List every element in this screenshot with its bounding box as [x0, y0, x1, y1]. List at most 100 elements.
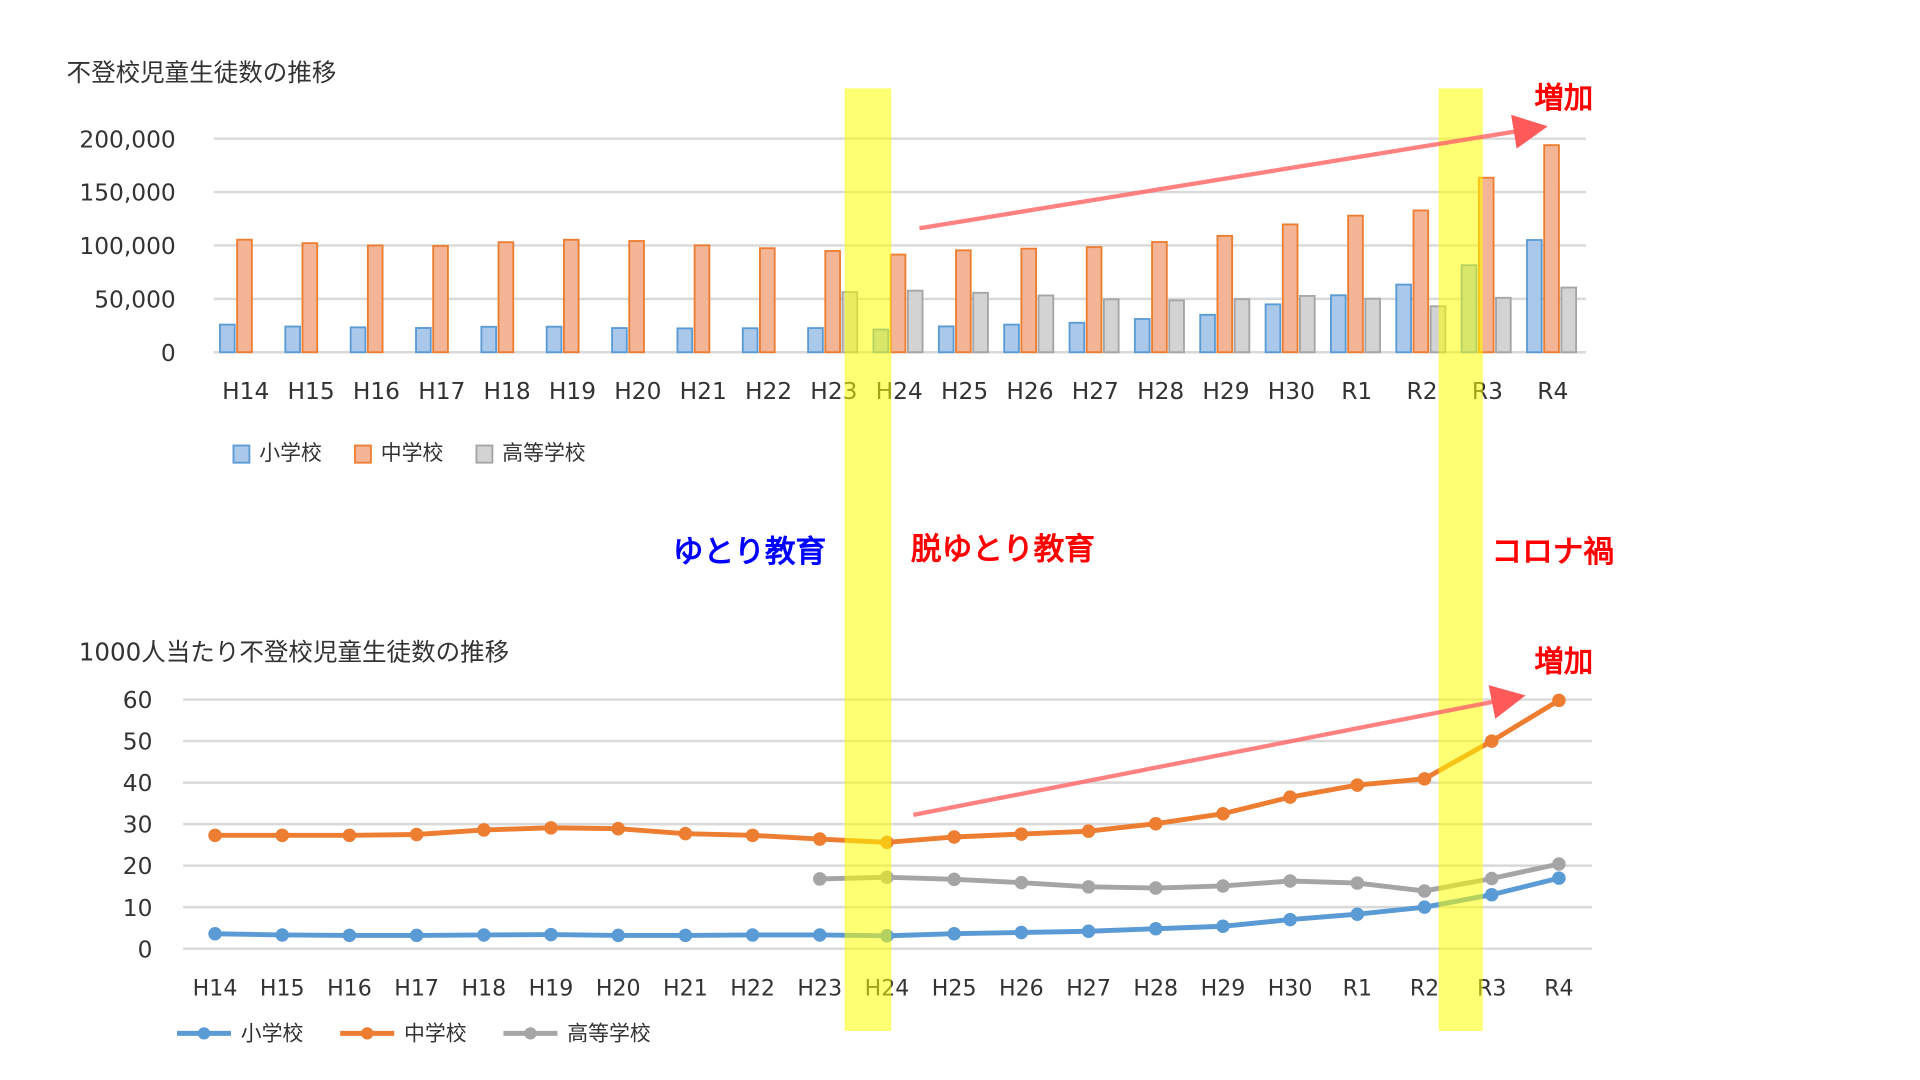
bar-高等学校-H25: [972, 291, 989, 354]
data-point-中学校: [1149, 816, 1163, 831]
data-point-中学校: [1014, 827, 1029, 841]
data-point-高等学校: [1283, 874, 1297, 888]
legend-swatch: [232, 444, 251, 464]
line-x-tick: H20: [596, 975, 641, 1001]
bar-中学校-H25: [955, 249, 972, 354]
data-point-中学校: [1484, 734, 1499, 748]
data-point-高等学校: [1149, 881, 1163, 895]
legend-marker: [361, 1027, 374, 1040]
line-y-tick: 60: [123, 687, 153, 714]
data-point-小学校: [1350, 907, 1365, 921]
bar-x-tick: H14: [222, 378, 269, 405]
data-point-小学校: [275, 928, 289, 942]
data-point-中学校: [342, 828, 357, 843]
line-y-tick: 40: [123, 770, 153, 797]
highlight-bands: [844, 88, 1483, 1031]
bar-小学校-H26: [1003, 323, 1020, 354]
data-point-小学校: [745, 928, 760, 942]
line-x-tick: H15: [260, 975, 305, 1001]
bar-x-tick: R2: [1407, 378, 1438, 405]
bar-x-tick: H27: [1072, 378, 1119, 405]
bar-小学校-H17: [415, 327, 432, 354]
data-point-小学校: [611, 928, 625, 943]
line-y-tick: 50: [123, 729, 153, 756]
bar-x-tick: H17: [418, 378, 465, 405]
line-y-tick: 20: [123, 853, 153, 880]
bar-小学校-R1: [1330, 294, 1347, 354]
data-point-小学校: [1417, 900, 1432, 914]
bar-中学校-H15: [301, 242, 319, 354]
datsu-yutori-label: 脱ゆとり教育: [911, 532, 1095, 568]
highlight-band-h24: [844, 88, 892, 1031]
data-point-小学校: [208, 926, 222, 941]
data-point-小学校: [813, 928, 827, 942]
bar-高等学校-R3: [1495, 296, 1512, 354]
increase-label-top: 増加: [1534, 81, 1593, 115]
bar-高等学校-H28: [1168, 299, 1185, 354]
bar-x-tick: H19: [549, 378, 596, 405]
bar-中学校-H23: [824, 250, 841, 354]
bar-x-tick: H20: [614, 378, 661, 405]
bar-高等学校-H24: [906, 289, 924, 354]
line-x-tick: R4: [1544, 975, 1573, 1001]
data-point-中学校: [1216, 806, 1230, 821]
bar-中学校-R4: [1543, 144, 1560, 354]
increase-arrow-top: [919, 114, 1548, 231]
bar-y-tick: 200,000: [79, 126, 175, 153]
bar-x-tick: H22: [745, 378, 792, 405]
data-point-小学校: [947, 926, 961, 941]
data-point-高等学校: [1350, 876, 1365, 890]
legend-swatch: [475, 444, 494, 464]
bar-chart: 不登校児童生徒数の推移 0 50,000 100,000 150,000 200,000…: [67, 58, 1586, 465]
line-x-tick: H14: [193, 975, 238, 1001]
bar-中学校-R1: [1347, 214, 1364, 354]
data-point-高等学校: [1552, 857, 1566, 871]
line-y-tick: 0: [138, 936, 153, 963]
line-x-tick: H25: [932, 975, 977, 1001]
legend-marker: [524, 1027, 537, 1040]
bar-中学校-H16: [366, 244, 384, 354]
data-point-高等学校: [1216, 879, 1230, 893]
legend-marker: [197, 1027, 211, 1040]
data-point-中学校: [611, 821, 625, 836]
bar-chart-title: 不登校児童生徒数の推移: [67, 58, 337, 87]
bar-中学校-R2: [1412, 209, 1430, 354]
data-point-高等学校: [813, 872, 827, 886]
legend-label: 中学校: [404, 1022, 467, 1046]
series-line-高等学校: [819, 861, 1560, 894]
bar-小学校-H28: [1133, 318, 1151, 354]
data-point-小学校: [1216, 919, 1230, 934]
legend-swatch: [354, 444, 372, 464]
bar-中学校-H22: [759, 247, 776, 354]
data-point-小学校: [1149, 922, 1163, 936]
bar-中学校-H26: [1020, 247, 1038, 354]
bar-中学校-H19: [562, 238, 580, 354]
bar-小学校-H16: [349, 326, 367, 354]
data-point-小学校: [544, 927, 558, 942]
legend-label: 高等学校: [502, 441, 586, 465]
bar-小学校-H30: [1264, 303, 1282, 354]
data-point-中学校: [409, 827, 424, 842]
legend-label: 小学校: [241, 1022, 304, 1046]
bar-高等学校-R4: [1560, 286, 1578, 354]
data-point-中学校: [1081, 824, 1096, 838]
bar-小学校-H23: [807, 327, 824, 354]
increase-label-bottom: 増加: [1534, 644, 1593, 678]
bar-中学校-H30: [1281, 223, 1299, 354]
bar-高等学校-R1: [1364, 297, 1381, 354]
data-point-中学校: [544, 821, 558, 835]
data-point-中学校: [1417, 772, 1432, 786]
bar-高等学校-H26: [1037, 294, 1055, 354]
highlight-band-r3: [1438, 88, 1483, 1031]
corona-label: コロナ禍: [1491, 535, 1614, 570]
data-point-小学校: [1014, 925, 1029, 940]
bar-小学校-H22: [741, 327, 759, 354]
bar-y-tick: 0: [161, 340, 176, 367]
bar-小学校-H29: [1199, 313, 1216, 354]
bar-x-tick: R4: [1537, 378, 1568, 405]
bar-x-tick: H25: [941, 378, 988, 405]
bar-x-tick: H16: [353, 378, 400, 405]
bar-小学校-H20: [611, 327, 628, 354]
data-point-高等学校: [947, 872, 961, 887]
data-point-高等学校: [1484, 871, 1499, 886]
